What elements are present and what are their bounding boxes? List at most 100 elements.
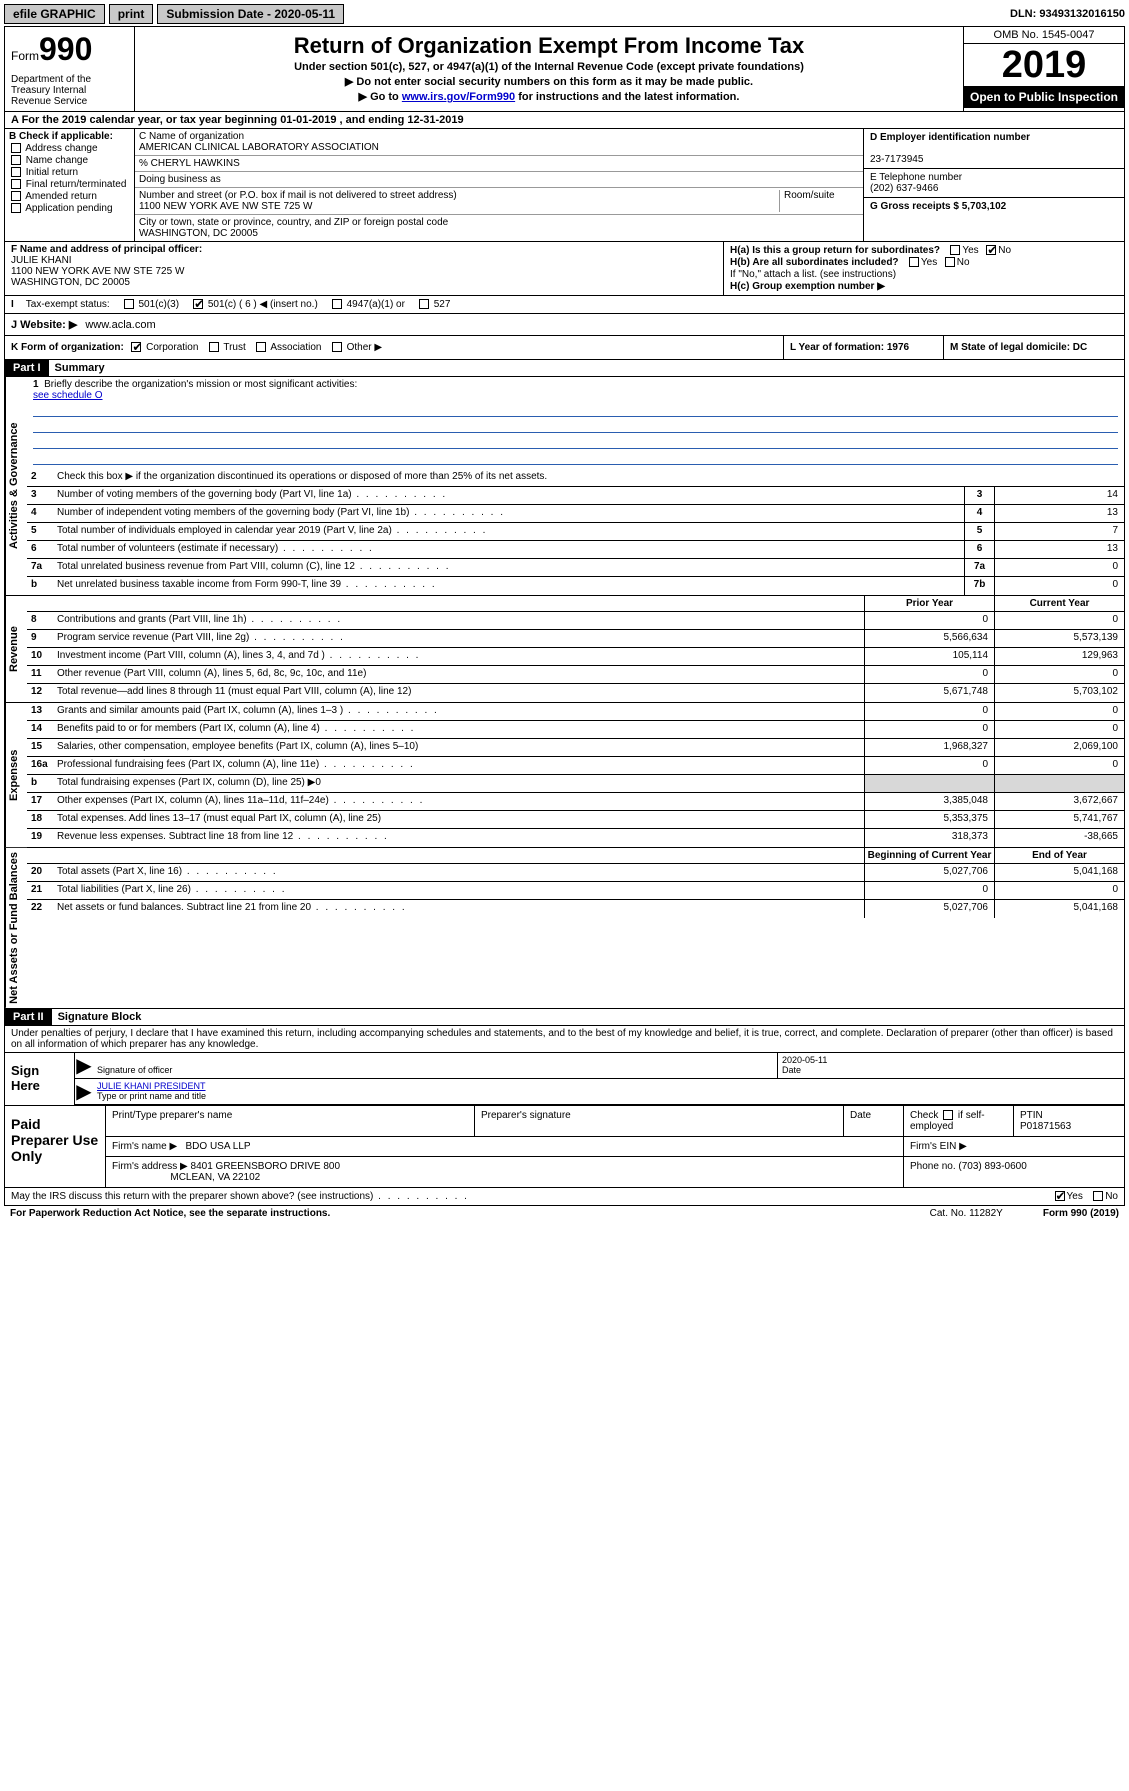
ein-value: 23-7173945: [870, 154, 923, 165]
line13-prior: 0: [864, 703, 994, 720]
line2-text: Check this box ▶ if the organization dis…: [53, 469, 1124, 486]
side-governance: Activities & Governance: [5, 377, 27, 595]
section-c: C Name of organization AMERICAN CLINICAL…: [135, 129, 864, 241]
line7b-text: Net unrelated business taxable income fr…: [53, 577, 964, 595]
line12-prior: 5,671,748: [864, 684, 994, 702]
line19-text: Revenue less expenses. Subtract line 18 …: [53, 829, 864, 847]
line6-val: 13: [994, 541, 1124, 558]
subtitle-1: Under section 501(c), 527, or 4947(a)(1)…: [139, 61, 959, 73]
line11-prior: 0: [864, 666, 994, 683]
row-a-period: A For the 2019 calendar year, or tax yea…: [5, 112, 1124, 129]
row-i-tax-status: I Tax-exempt status: 501(c)(3) 501(c) ( …: [5, 296, 1124, 314]
line15-prior: 1,968,327: [864, 739, 994, 756]
sig-date-label: Date: [782, 1065, 1120, 1075]
print-button[interactable]: print: [109, 4, 154, 24]
line1-label: Briefly describe the organization's miss…: [44, 379, 357, 390]
instructions-link[interactable]: www.irs.gov/Form990: [402, 91, 515, 103]
corp-check[interactable]: [131, 342, 141, 352]
line22-prior: 5,027,706: [864, 900, 994, 918]
line5-val: 7: [994, 523, 1124, 540]
line3-val: 14: [994, 487, 1124, 504]
part1-header: Part I: [5, 360, 49, 376]
section-f: F Name and address of principal officer:…: [5, 242, 724, 295]
line16a-curr: 0: [994, 757, 1124, 774]
line19-curr: -38,665: [994, 829, 1124, 847]
care-of: % CHERYL HAWKINS: [135, 156, 863, 172]
line16b-curr: [994, 775, 1124, 792]
line18-curr: 5,741,767: [994, 811, 1124, 828]
line10-prior: 105,114: [864, 648, 994, 665]
phone-value: (202) 637-9466: [870, 183, 938, 194]
city-label: City or town, state or province, country…: [139, 217, 448, 228]
line14-text: Benefits paid to or for members (Part IX…: [53, 721, 864, 738]
dba-label: Doing business as: [135, 172, 863, 188]
section-d-e-g: D Employer identification number 23-7173…: [864, 129, 1124, 241]
line8-curr: 0: [994, 612, 1124, 629]
section-b: B Check if applicable: Address change Na…: [5, 129, 135, 241]
discuss-no-check[interactable]: [1093, 1191, 1103, 1201]
firm-ein-label: Firm's EIN ▶: [904, 1137, 1124, 1156]
ha-label: H(a) Is this a group return for subordin…: [730, 245, 940, 256]
dln-label: DLN: 93493132016150: [1010, 8, 1125, 20]
line16b-prior: [864, 775, 994, 792]
line9-curr: 5,573,139: [994, 630, 1124, 647]
line10-text: Investment income (Part VIII, column (A)…: [53, 648, 864, 665]
open-public-badge: Open to Public Inspection: [964, 86, 1124, 108]
line16b-text: Total fundraising expenses (Part IX, col…: [53, 775, 864, 792]
side-expenses: Expenses: [5, 703, 27, 847]
sig-date: 2020-05-11: [782, 1055, 1120, 1065]
hb-note: If "No," attach a list. (see instruction…: [730, 269, 1118, 280]
line22-text: Net assets or fund balances. Subtract li…: [53, 900, 864, 918]
firm-name-label: Firm's name ▶: [112, 1141, 177, 1152]
check-initial-return[interactable]: Initial return: [9, 167, 130, 178]
check-amended[interactable]: Amended return: [9, 191, 130, 202]
check-address-change[interactable]: Address change: [9, 143, 130, 154]
check-final-return[interactable]: Final return/terminated: [9, 179, 130, 190]
org-name: AMERICAN CLINICAL LABORATORY ASSOCIATION: [139, 142, 379, 153]
mission-link[interactable]: see schedule O: [33, 390, 103, 401]
hdr-current-year: Current Year: [994, 596, 1124, 611]
line13-curr: 0: [994, 703, 1124, 720]
paid-preparer-label: Paid Preparer Use Only: [5, 1106, 105, 1187]
form-number: Form990: [11, 31, 128, 68]
check-name-change[interactable]: Name change: [9, 155, 130, 166]
sign-block: Sign Here ▶ Signature of officer 2020-05…: [5, 1053, 1124, 1105]
line17-text: Other expenses (Part IX, column (A), lin…: [53, 793, 864, 810]
efile-button[interactable]: efile GRAPHIC: [4, 4, 105, 24]
gross-receipts: G Gross receipts $ 5,703,102: [870, 201, 1006, 212]
dept-label: Department of the Treasury Internal Reve…: [11, 74, 128, 107]
line7b-val: 0: [994, 577, 1124, 595]
hb-label: H(b) Are all subordinates included?: [730, 257, 899, 268]
self-employed-check[interactable]: Check if self-employed: [904, 1106, 1014, 1136]
line4-text: Number of independent voting members of …: [53, 505, 964, 522]
officer-addr2: WASHINGTON, DC 20005: [11, 277, 130, 288]
sig-name-label: Type or print name and title: [97, 1091, 1120, 1101]
line5-text: Total number of individuals employed in …: [53, 523, 964, 540]
discuss-yes-check[interactable]: [1055, 1191, 1065, 1201]
prep-name-label: Print/Type preparer's name: [106, 1106, 475, 1136]
line6-text: Total number of volunteers (estimate if …: [53, 541, 964, 558]
room-suite-label: Room/suite: [779, 190, 859, 212]
line17-prior: 3,385,048: [864, 793, 994, 810]
line22-curr: 5,041,168: [994, 900, 1124, 918]
form-header: Form990 Department of the Treasury Inter…: [5, 27, 1124, 112]
subtitle-3: ▶ Go to www.irs.gov/Form990 for instruct…: [139, 90, 959, 103]
footer-cat: Cat. No. 11282Y: [930, 1208, 1003, 1219]
check-application-pending[interactable]: Application pending: [9, 203, 130, 214]
hdr-prior-year: Prior Year: [864, 596, 994, 611]
ha-no-check[interactable]: [986, 245, 996, 255]
hdr-end-year: End of Year: [994, 848, 1124, 863]
501c-check[interactable]: [193, 299, 203, 309]
sign-here-label: Sign Here: [5, 1053, 75, 1105]
line18-text: Total expenses. Add lines 13–17 (must eq…: [53, 811, 864, 828]
firm-phone: (703) 893-0600: [958, 1161, 1026, 1172]
part2-header: Part II: [5, 1009, 52, 1025]
officer-name-link[interactable]: JULIE KHANI PRESIDENT: [97, 1081, 206, 1091]
side-net-assets: Net Assets or Fund Balances: [5, 848, 27, 1008]
line15-text: Salaries, other compensation, employee b…: [53, 739, 864, 756]
line10-curr: 129,963: [994, 648, 1124, 665]
perjury-text: Under penalties of perjury, I declare th…: [5, 1026, 1124, 1053]
part1-title: Summary: [49, 360, 111, 376]
line20-curr: 5,041,168: [994, 864, 1124, 881]
subtitle-2: ▶ Do not enter social security numbers o…: [139, 75, 959, 88]
